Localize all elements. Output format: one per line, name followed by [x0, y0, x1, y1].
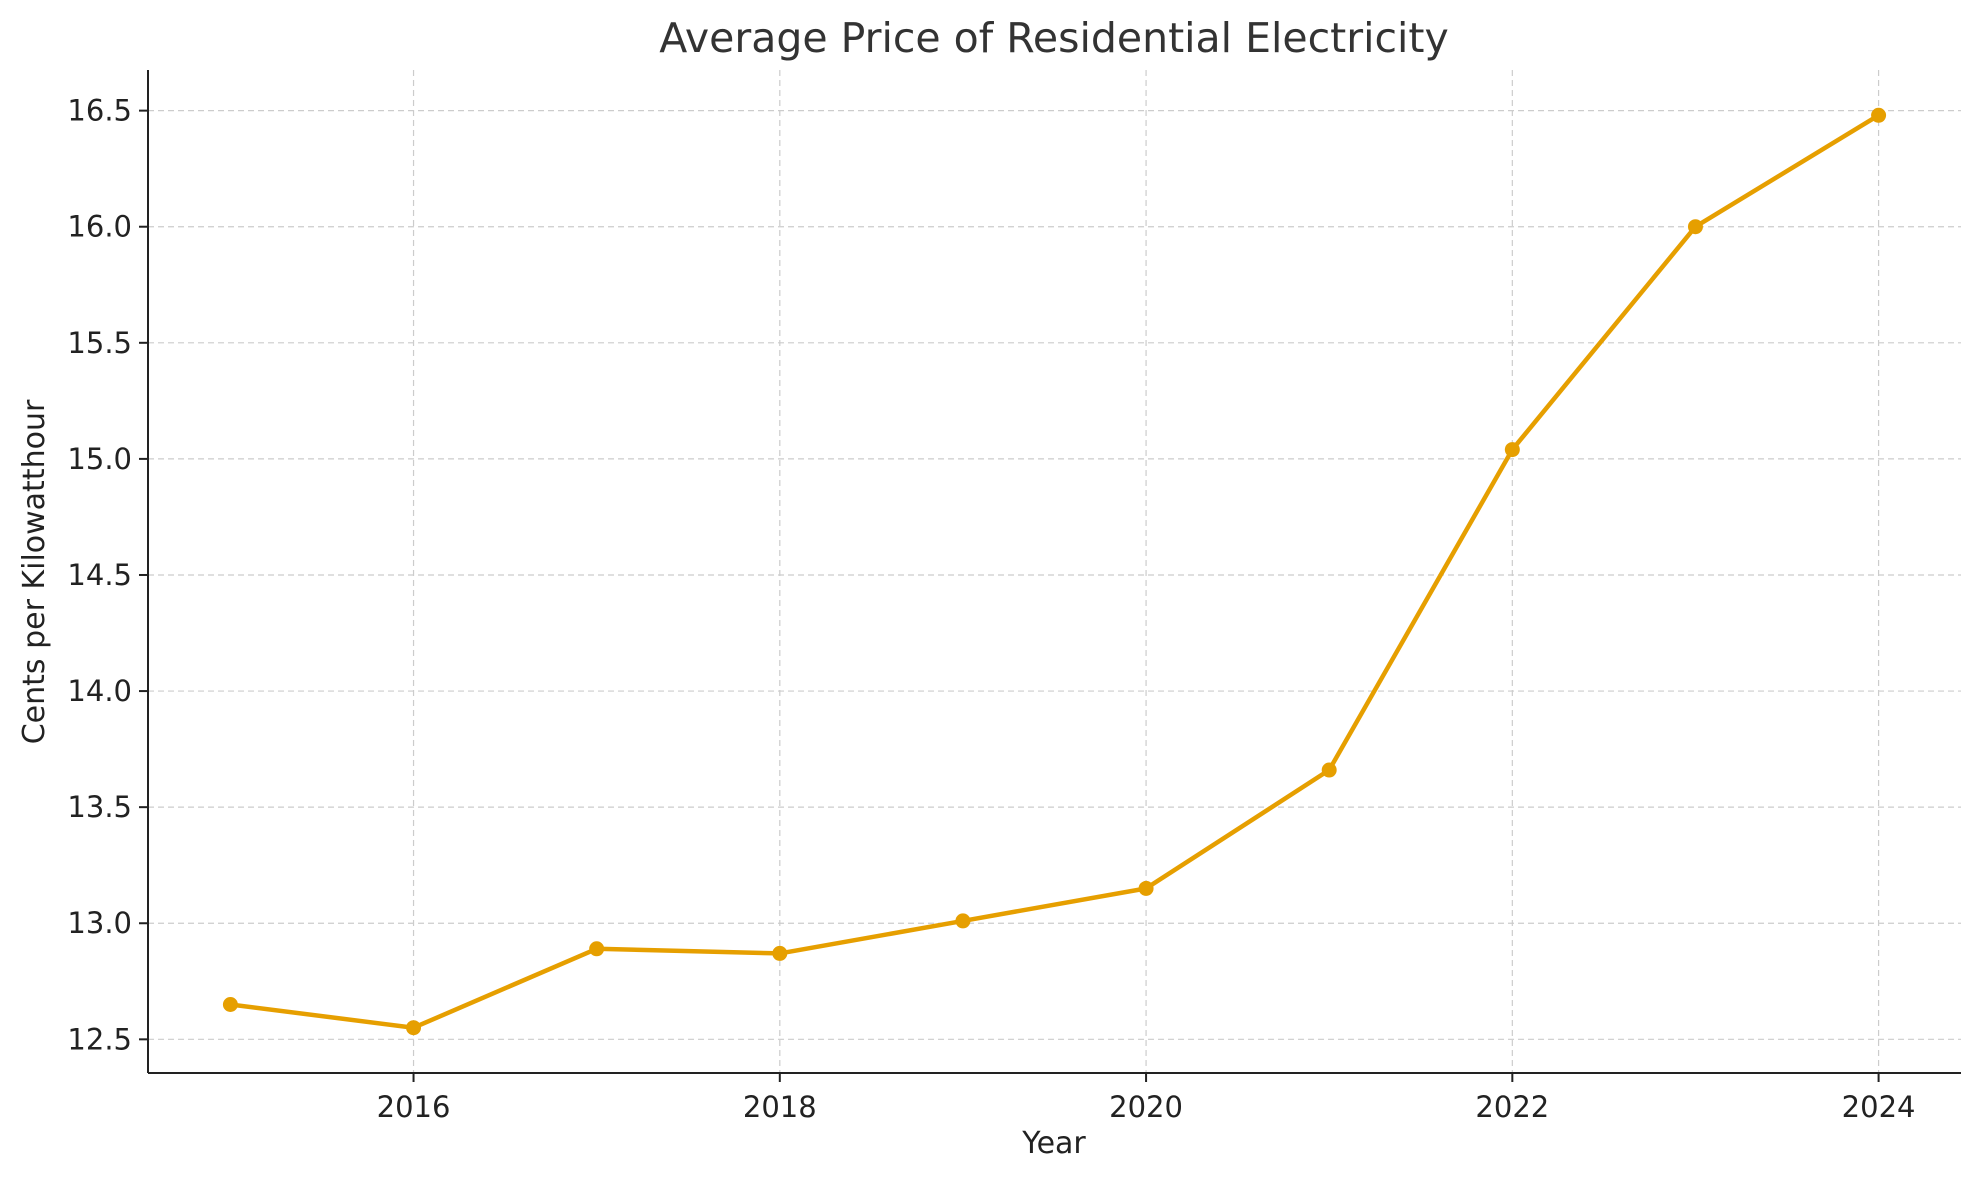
y-tick-label-16: 16.0 — [67, 210, 132, 244]
x-axis-ticks: 2016 2018 2020 2022 2024 — [377, 1073, 1916, 1124]
axes — [147, 70, 1961, 1074]
data-point-2021 — [1321, 762, 1337, 778]
data-point-2022 — [1504, 442, 1520, 458]
data-point-2020 — [1138, 880, 1154, 896]
data-point-2018 — [772, 945, 788, 961]
y-axis-label: Cents per Kilowatthour — [17, 399, 52, 744]
chart-title: Average Price of Residential Electricity — [659, 14, 1449, 62]
x-tick-label-2022: 2022 — [1475, 1090, 1549, 1124]
series-line-0 — [228, 113, 1881, 1030]
data-point-2015 — [222, 997, 238, 1013]
x-tick-label-2020: 2020 — [1109, 1090, 1183, 1124]
y-tick-label-16.5: 16.5 — [67, 94, 132, 128]
data-point-2016 — [406, 1020, 422, 1036]
y-tick-label-15: 15.0 — [67, 442, 132, 476]
series-group — [222, 107, 1887, 1036]
y-tick-label-14: 14.0 — [67, 674, 132, 708]
y-tick-label-15.5: 15.5 — [67, 326, 132, 360]
y-tick-label-13: 13.0 — [67, 906, 132, 940]
y-tick-label-13.5: 13.5 — [67, 790, 132, 824]
y-tick-label-12.5: 12.5 — [67, 1022, 132, 1056]
data-point-2024 — [1871, 107, 1887, 123]
data-point-2023 — [1687, 219, 1703, 235]
data-point-2019 — [955, 913, 971, 929]
x-tick-label-2016: 2016 — [377, 1090, 451, 1124]
grid-lines — [148, 70, 1961, 1073]
x-axis-label: Year — [1021, 1126, 1086, 1161]
y-axis-ticks: 12.5 13.0 13.5 14.0 14.5 15.0 15.5 16.0 16.5 — [67, 94, 148, 1056]
x-tick-label-2024: 2024 — [1842, 1090, 1916, 1124]
x-tick-label-2018: 2018 — [743, 1090, 817, 1124]
y-tick-label-14.5: 14.5 — [67, 558, 132, 592]
data-point-2017 — [589, 941, 605, 957]
